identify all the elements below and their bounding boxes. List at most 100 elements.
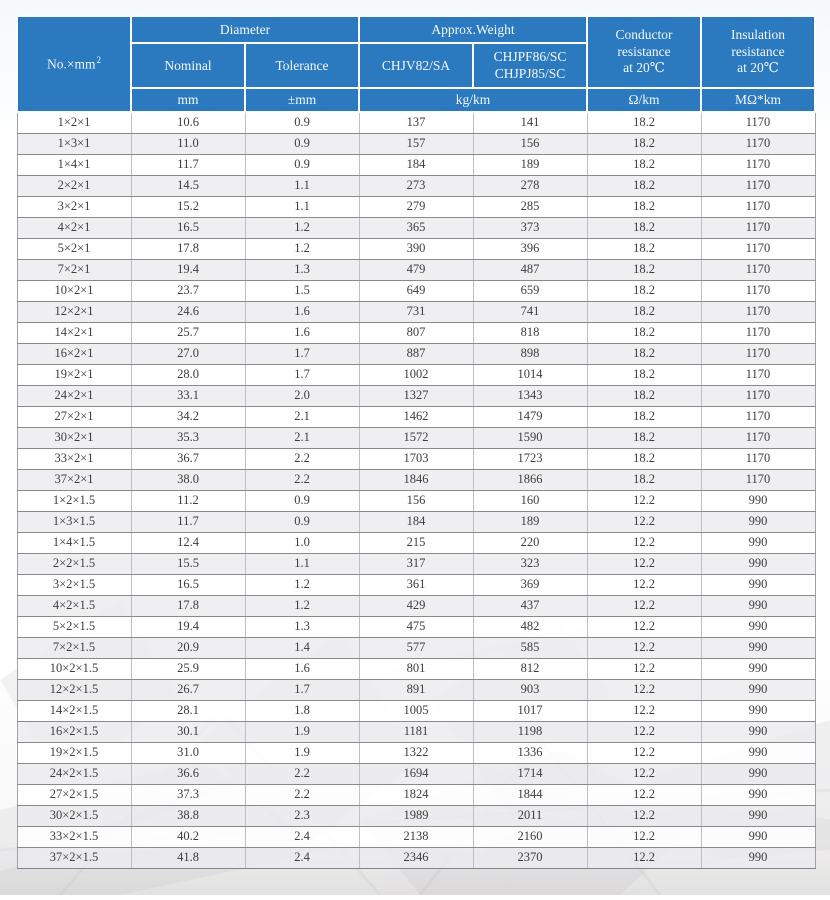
cell: 1170 (700, 342, 816, 365)
cell: 1005 (358, 699, 474, 722)
cell: 1989 (358, 804, 474, 827)
cell: 2370 (472, 846, 588, 869)
cell: 0.9 (244, 153, 360, 176)
cell: 1824 (358, 783, 474, 806)
cell: 24×2×1 (16, 384, 132, 407)
cell: 1846 (358, 468, 474, 491)
table-row: 5×2×1 17.8 1.2 390 396 18.2 1170 (16, 237, 816, 260)
unit-plus-minus-mm: ±mm (243, 87, 361, 113)
cell: 990 (700, 783, 816, 806)
col-header-chjpf86-chjpj85: CHJPF86/SC CHJPJ85/SC (472, 42, 589, 89)
cell: 2.2 (244, 447, 360, 470)
cell: 1462 (358, 405, 474, 428)
cell: 24.6 (130, 300, 246, 323)
cell: 19.4 (130, 258, 246, 281)
cell: 1×2×1.5 (16, 489, 132, 512)
cell: 475 (358, 615, 474, 638)
cell: 903 (472, 678, 588, 701)
cell: 14.5 (130, 174, 246, 197)
cell: 7×2×1.5 (16, 636, 132, 659)
cell: 2.3 (244, 804, 360, 827)
cell: 184 (358, 153, 474, 176)
table-row: 16×2×1 27.0 1.7 887 898 18.2 1170 (16, 342, 816, 365)
cell: 1.8 (244, 699, 360, 722)
cell: 818 (472, 321, 588, 344)
cell: 990 (700, 678, 816, 701)
cell: 220 (472, 531, 588, 554)
table-row: 1×3×1 11.0 0.9 157 156 18.2 1170 (16, 132, 816, 155)
col-header-tolerance: Tolerance (243, 42, 361, 89)
cell: 891 (358, 678, 474, 701)
no-mm2-label: No.×mm (47, 56, 96, 72)
cell: 1590 (472, 426, 588, 449)
cell: 1.6 (244, 657, 360, 680)
cell: 1.5 (244, 279, 360, 302)
table-body: 1×2×1 10.6 0.9 137 141 18.2 1170 1×3×1 11.0 0.9 15… (16, 111, 816, 869)
cable-spec-table: No.×mm2 Diameter Approx.Weight Conductor… (16, 15, 817, 869)
cell: 35.3 (130, 426, 246, 449)
cell: 2.1 (244, 426, 360, 449)
table-row: 1×4×1.5 12.4 1.0 215 220 12.2 990 (16, 531, 816, 554)
col-header-nominal: Nominal (130, 42, 246, 89)
table-row: 1×2×1.5 11.2 0.9 156 160 12.2 990 (16, 489, 816, 512)
table-row: 30×2×1.5 38.8 2.3 1989 2011 12.2 990 (16, 804, 816, 827)
cell: 887 (358, 342, 474, 365)
cell: 36.6 (130, 762, 246, 785)
cell: 990 (700, 489, 816, 512)
cell: 1170 (700, 405, 816, 428)
cell: 1170 (700, 111, 816, 134)
cell: 189 (472, 153, 588, 176)
cell: 18.2 (586, 216, 702, 239)
cell: 1.9 (244, 720, 360, 743)
cell: 1170 (700, 195, 816, 218)
cell: 1170 (700, 216, 816, 239)
cell: 37×2×1.5 (16, 846, 132, 869)
col-header-conductor-resistance: Conductor resistance at 20℃ (586, 15, 703, 89)
cell: 18.2 (586, 468, 702, 491)
cell: 0.9 (244, 132, 360, 155)
col-header-chjv82-sa: CHJV82/SA (358, 42, 475, 89)
cell: 369 (472, 573, 588, 596)
header-units-row: mm ±mm kg/km Ω/km MΩ*km (17, 87, 817, 113)
cell: 18.2 (586, 363, 702, 386)
cell: 141 (472, 111, 588, 134)
cell: 2.0 (244, 384, 360, 407)
cell: 26.7 (130, 678, 246, 701)
cell: 990 (700, 552, 816, 575)
cell: 11.7 (130, 510, 246, 533)
cell: 160 (472, 489, 588, 512)
cell: 10×2×1 (16, 279, 132, 302)
cell: 2.4 (244, 846, 360, 869)
cell: 479 (358, 258, 474, 281)
cell: 1.1 (244, 174, 360, 197)
cell: 437 (472, 594, 588, 617)
cell: 40.2 (130, 825, 246, 848)
cell: 278 (472, 174, 588, 197)
col-header-insulation-resistance: Insulation resistance at 20℃ (700, 15, 817, 89)
cell: 18.2 (586, 237, 702, 260)
cell: 156 (472, 132, 588, 155)
cell: 2160 (472, 825, 588, 848)
cell: 14×2×1 (16, 321, 132, 344)
cell: 1170 (700, 237, 816, 260)
cell: 0.9 (244, 510, 360, 533)
cell: 5×2×1 (16, 237, 132, 260)
cell: 12.2 (586, 657, 702, 680)
cell: 990 (700, 594, 816, 617)
cell: 731 (358, 300, 474, 323)
cell: 11.2 (130, 489, 246, 512)
cell: 1×3×1.5 (16, 510, 132, 533)
cell: 807 (358, 321, 474, 344)
cell: 1×4×1.5 (16, 531, 132, 554)
cell: 1170 (700, 447, 816, 470)
cell: 990 (700, 699, 816, 722)
col-header-no-mm2: No.×mm2 (16, 15, 132, 113)
cell: 1.1 (244, 552, 360, 575)
unit-mm: mm (130, 87, 246, 113)
cell: 1.7 (244, 678, 360, 701)
cell: 12×2×1 (16, 300, 132, 323)
cell: 323 (472, 552, 588, 575)
cell: 14×2×1.5 (16, 699, 132, 722)
table-row: 24×2×1.5 36.6 2.2 1694 1714 12.2 990 (16, 762, 816, 785)
col-group-approx-weight: Approx.Weight (358, 15, 589, 44)
